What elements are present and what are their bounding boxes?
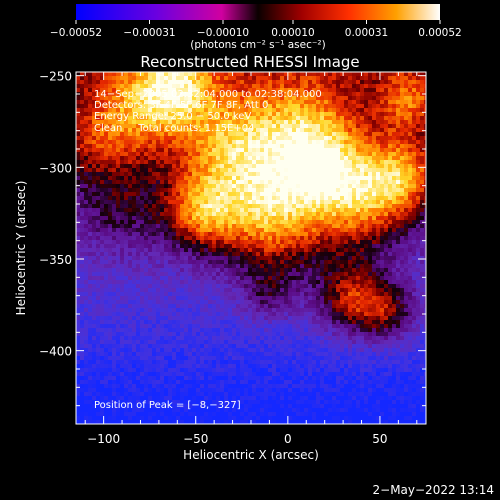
y-axis-label: Heliocentric Y (arcsec) [14, 181, 28, 316]
annotation-clean: Clean Total counts: 1.15E+04 [94, 123, 254, 134]
annotation-energy: Energy Range: 25.0 − 50.0 keV [94, 111, 251, 122]
annotation-time: 14−Sep−2005 02:32:04.000 to 02:38:04.000 [94, 89, 322, 100]
y-tick-label: −350 [39, 253, 72, 267]
colorbar-tick-label: −0.00031 [123, 27, 175, 39]
colorbar-tick-label: 0.00031 [345, 27, 388, 39]
axis-ticks: −100 −50 0 50 −250 −300 −350 −400 [39, 70, 426, 446]
x-axis-label: Heliocentric X (arcsec) [183, 448, 319, 462]
colorbar [76, 4, 440, 20]
x-tick-label: −50 [183, 432, 208, 446]
y-tick-label: −400 [39, 345, 72, 359]
heatmap-image [76, 72, 426, 424]
x-tick-label: 50 [372, 432, 387, 446]
colorbar-tick-label: 0.00010 [271, 27, 314, 39]
y-tick-label: −300 [39, 161, 72, 175]
annotation-detectors: Detectors: 3F 4F 5F 6F 7F 8F, Att 0 [94, 100, 268, 111]
colorbar-tick-label: −0.00010 [197, 27, 249, 39]
colorbar-ticks: −0.00052 −0.00031 −0.00010 0.00010 0.00031 0.… [50, 20, 462, 39]
footer-timestamp: 2−May−2022 13:14 [373, 483, 495, 497]
peak-position-label: Position of Peak = [−8,−327] [94, 400, 241, 411]
y-tick-label: −250 [39, 70, 72, 84]
colorbar-tick-label: −0.00052 [50, 27, 102, 39]
colorbar-tick-label: 0.00052 [418, 27, 461, 39]
x-tick-label: 0 [284, 432, 292, 446]
x-tick-label: −100 [87, 432, 120, 446]
chart-title: Reconstructed RHESSI Image [140, 53, 359, 71]
colorbar-unit-label: (photons cm⁻² s⁻¹ asec⁻²) [190, 39, 325, 51]
